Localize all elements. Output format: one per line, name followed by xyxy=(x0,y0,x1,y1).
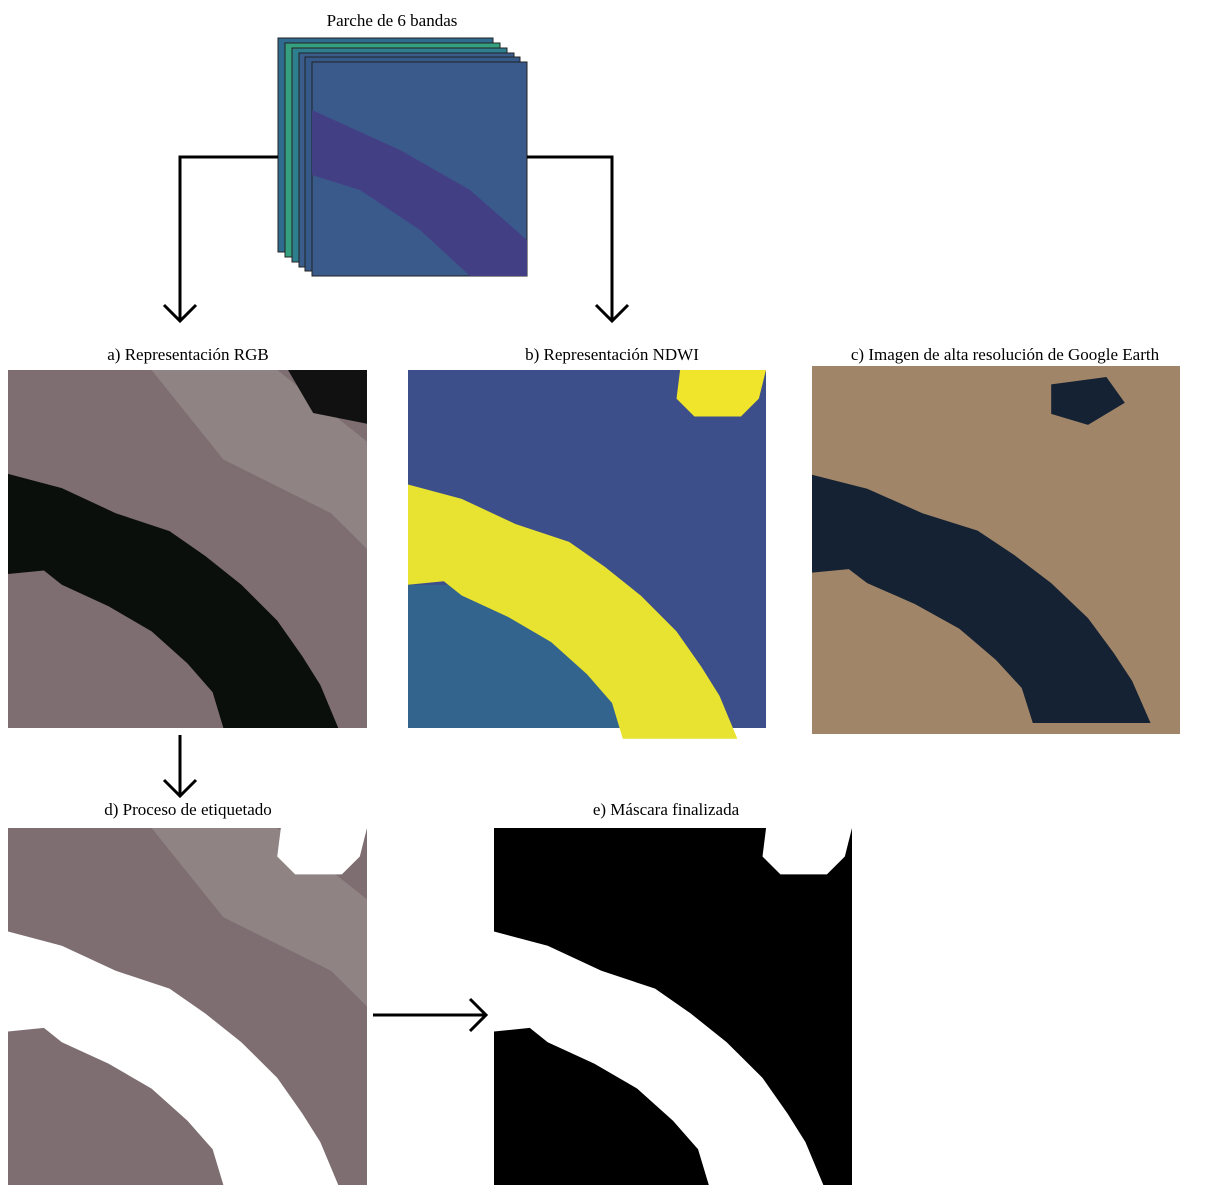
panel-label: d) Proceso de etiquetado xyxy=(104,800,272,819)
diagram: Parche de 6 bandas a) Representación RGB… xyxy=(0,0,1206,1185)
stack-title: Parche de 6 bandas xyxy=(327,11,458,30)
panel-label: a) Representación RGB xyxy=(107,345,268,364)
mask-image xyxy=(494,828,852,1185)
rgb-image xyxy=(8,370,367,728)
arrow xyxy=(164,735,196,796)
arrow xyxy=(164,157,278,321)
panel-label: b) Representación NDWI xyxy=(525,345,699,364)
labelling-image xyxy=(8,828,367,1185)
band-stack xyxy=(278,38,527,276)
panel-label: e) Máscara finalizada xyxy=(593,800,740,819)
google-earth-image xyxy=(812,366,1180,734)
arrow xyxy=(527,157,628,321)
arrow xyxy=(373,999,486,1031)
ndwi-image xyxy=(408,370,766,739)
panel-label: c) Imagen de alta resolución de Google E… xyxy=(851,345,1160,364)
